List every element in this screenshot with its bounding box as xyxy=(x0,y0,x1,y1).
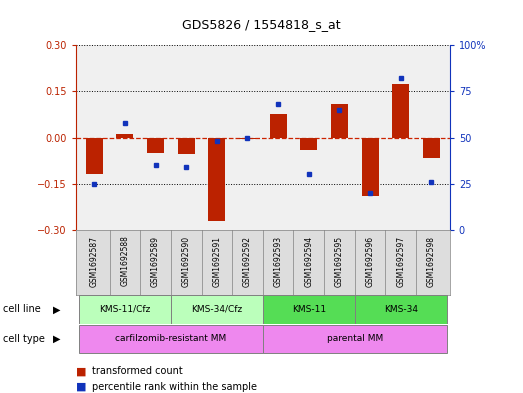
Bar xyxy=(79,325,263,353)
Bar xyxy=(117,134,133,138)
Bar xyxy=(423,138,440,158)
Text: cell line: cell line xyxy=(3,305,40,314)
Text: GSM1692594: GSM1692594 xyxy=(304,235,313,286)
Text: GSM1692593: GSM1692593 xyxy=(274,235,282,286)
Bar xyxy=(208,138,225,220)
Bar xyxy=(362,138,379,196)
Text: GSM1692591: GSM1692591 xyxy=(212,235,221,286)
Text: KMS-11: KMS-11 xyxy=(292,305,326,314)
Text: KMS-34/Cfz: KMS-34/Cfz xyxy=(191,305,243,314)
Text: ■: ■ xyxy=(76,382,86,392)
Bar xyxy=(270,114,287,138)
Bar xyxy=(171,296,263,324)
Bar xyxy=(331,104,348,138)
Bar xyxy=(147,138,164,153)
Text: ▶: ▶ xyxy=(53,334,61,344)
Text: GSM1692598: GSM1692598 xyxy=(427,235,436,286)
Text: ■: ■ xyxy=(76,366,86,376)
Text: ▶: ▶ xyxy=(53,305,61,314)
Text: GSM1692597: GSM1692597 xyxy=(396,235,405,286)
Text: GSM1692590: GSM1692590 xyxy=(181,235,191,286)
Bar xyxy=(86,138,103,174)
Text: GSM1692589: GSM1692589 xyxy=(151,235,160,286)
Text: GSM1692596: GSM1692596 xyxy=(366,235,374,286)
Bar xyxy=(355,296,447,324)
Bar xyxy=(79,296,171,324)
Text: GSM1692588: GSM1692588 xyxy=(120,235,129,286)
Text: KMS-34: KMS-34 xyxy=(384,305,418,314)
Bar xyxy=(263,296,355,324)
Text: transformed count: transformed count xyxy=(92,366,183,376)
Text: cell type: cell type xyxy=(3,334,44,344)
Text: parental MM: parental MM xyxy=(327,334,383,343)
Text: GSM1692595: GSM1692595 xyxy=(335,235,344,286)
Bar xyxy=(300,138,317,150)
Text: GDS5826 / 1554818_s_at: GDS5826 / 1554818_s_at xyxy=(182,18,341,31)
Bar xyxy=(178,138,195,154)
Text: carfilzomib-resistant MM: carfilzomib-resistant MM xyxy=(115,334,226,343)
Bar xyxy=(392,84,409,138)
Text: GSM1692587: GSM1692587 xyxy=(90,235,99,286)
Text: percentile rank within the sample: percentile rank within the sample xyxy=(92,382,256,392)
Bar xyxy=(239,138,256,139)
Text: KMS-11/Cfz: KMS-11/Cfz xyxy=(99,305,151,314)
Bar xyxy=(263,325,447,353)
Text: GSM1692592: GSM1692592 xyxy=(243,235,252,286)
